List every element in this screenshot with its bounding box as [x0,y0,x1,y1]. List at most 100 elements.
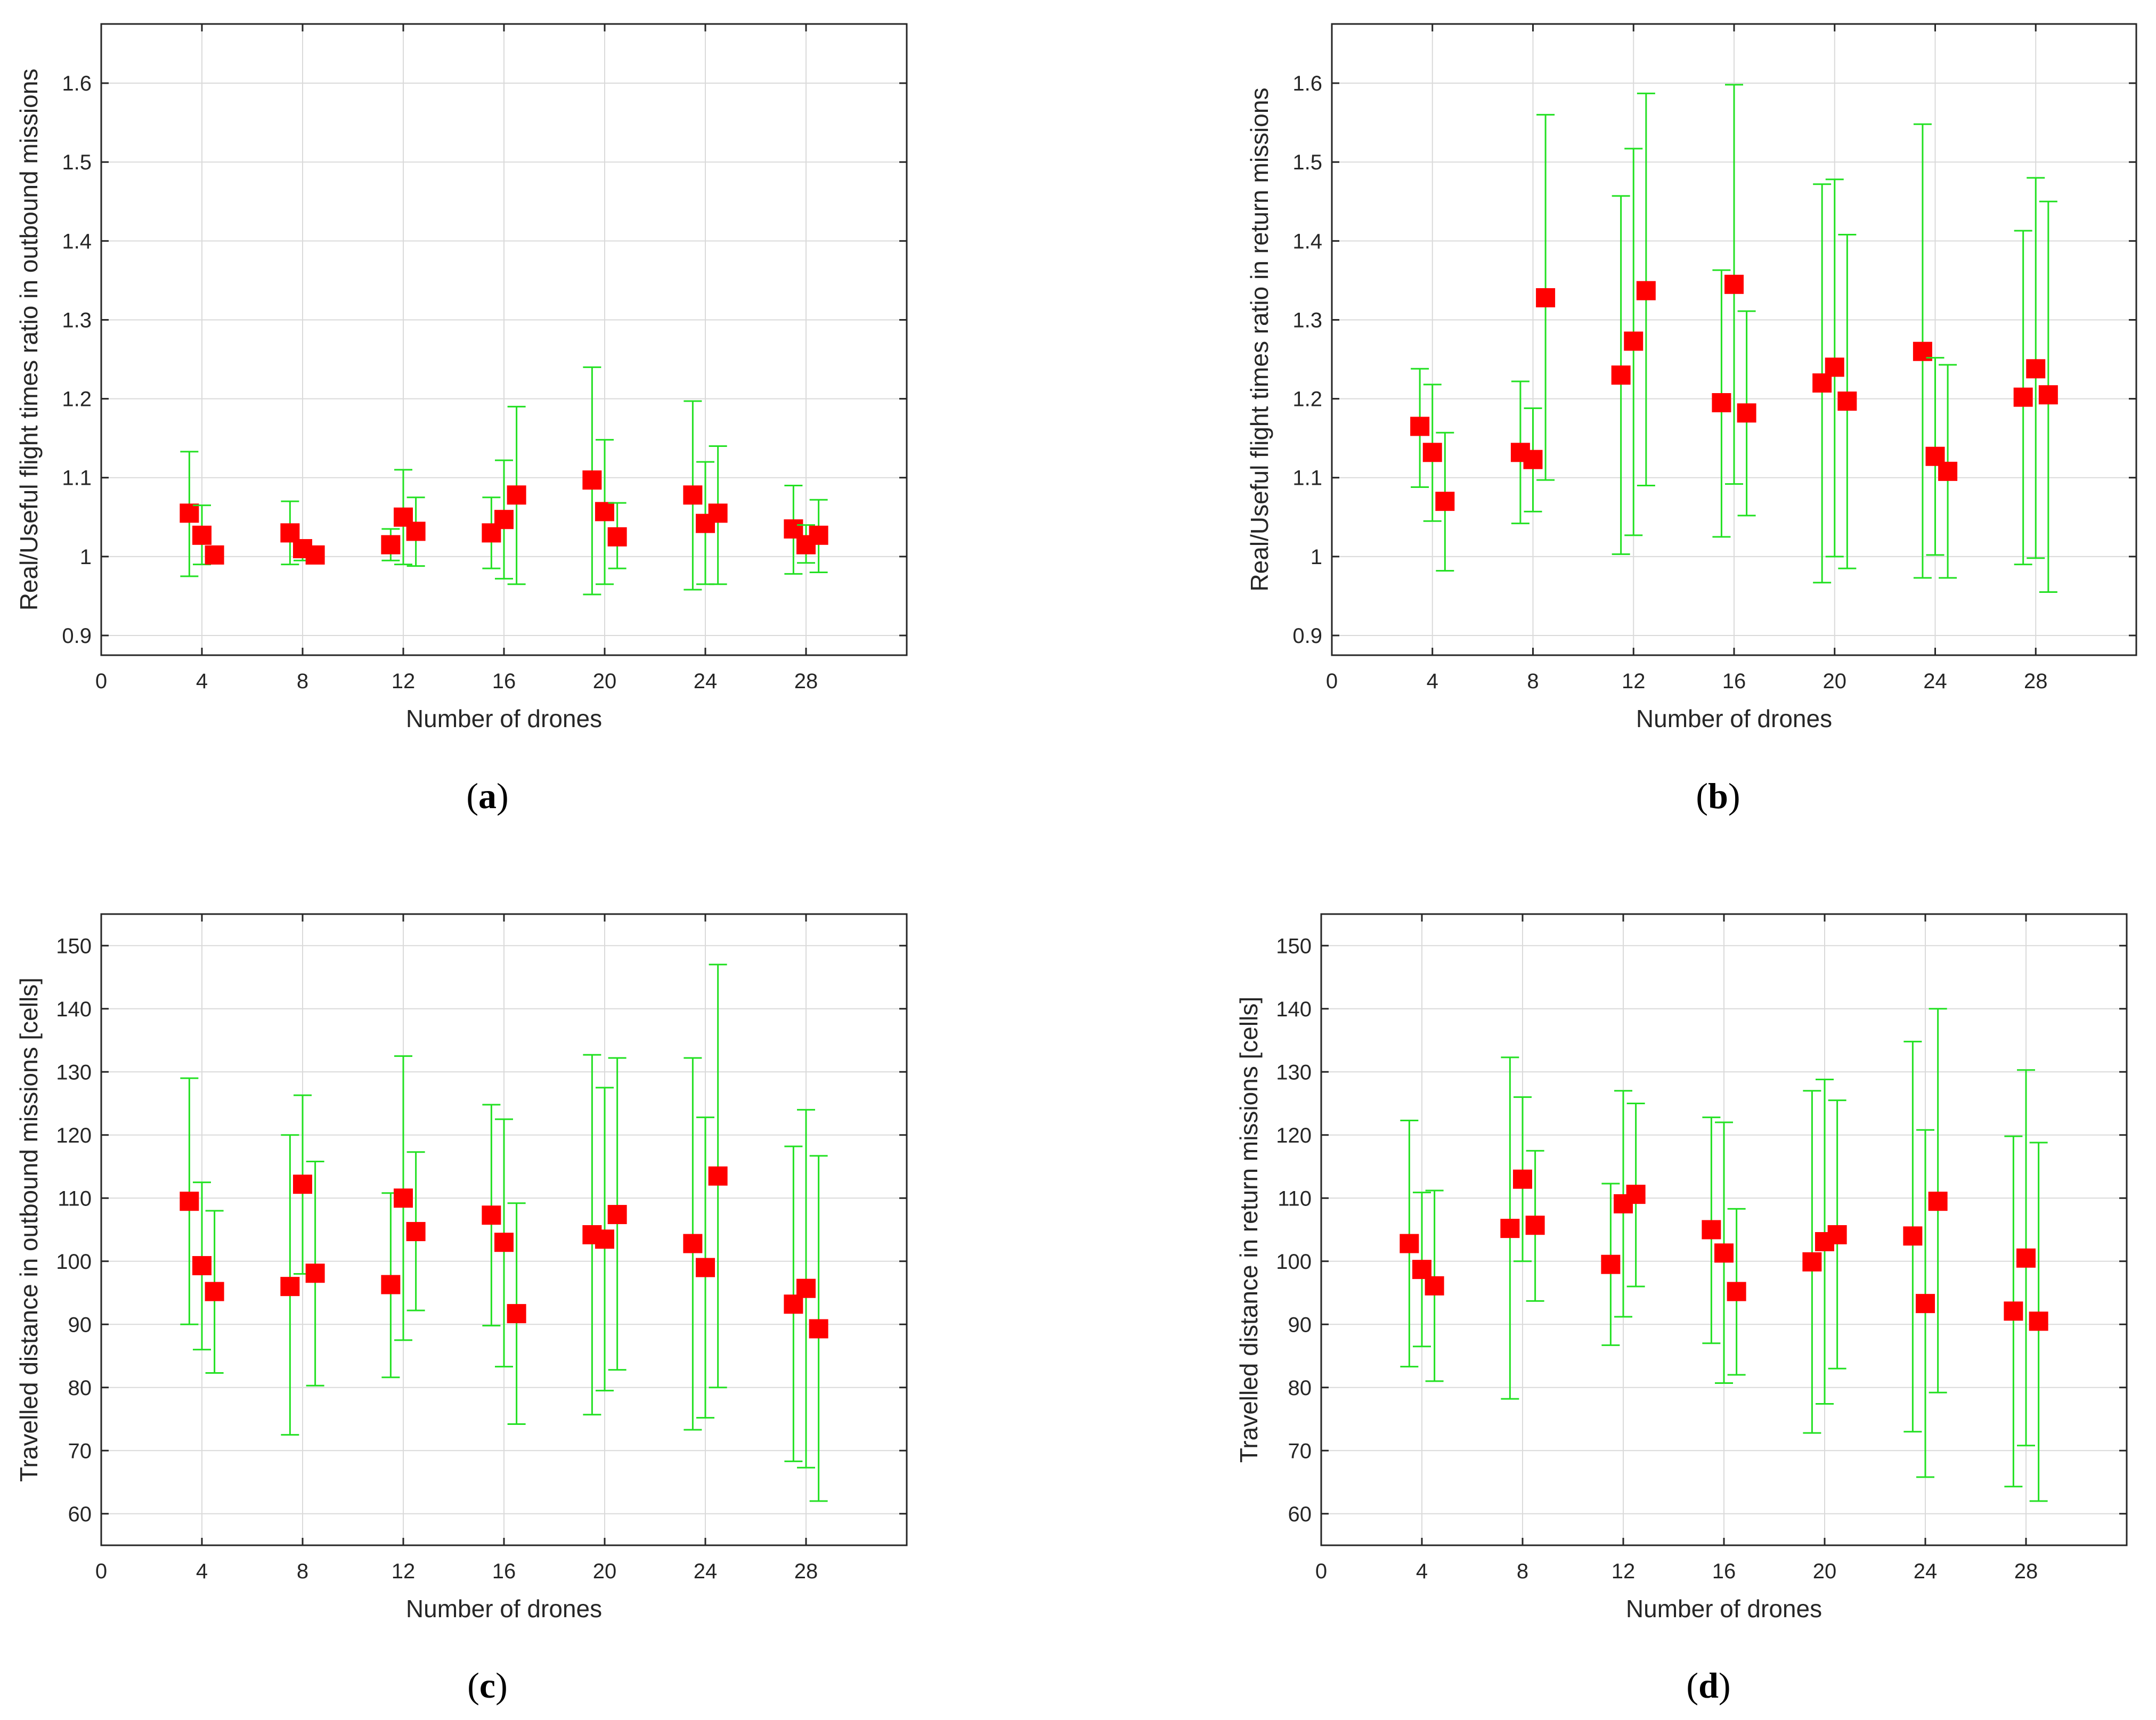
y-tick-label: 110 [58,1187,92,1210]
panel-caption-c: (c) [467,1665,508,1706]
data-point-marker [381,535,401,555]
y-tick-label: 1.2 [1292,388,1322,411]
data-point-marker [482,1205,501,1225]
x-tick-label: 0 [1326,670,1338,693]
data-point-marker [683,485,703,505]
x-tick-label: 28 [2014,1560,2038,1583]
y-tick-label: 1.5 [62,151,92,174]
data-point-marker [1536,288,1556,307]
y-tick-label: 90 [68,1313,92,1336]
data-point-marker [809,525,828,545]
y-tick-label: 120 [1276,1124,1312,1147]
data-point-marker [595,502,614,521]
x-tick-label: 4 [196,1560,208,1583]
x-axis-label: Number of drones [1626,1595,1822,1623]
data-point-marker [1702,1220,1721,1240]
x-tick-label: 8 [1517,1560,1528,1583]
chart-panel-c: 0 4 8 12 16 20 24 28 60 70 80 90 100 110 120 130 140 150 N… [0,874,1065,1720]
data-point-marker [696,1258,715,1277]
x-tick-label: 16 [1722,670,1746,693]
data-point-marker [708,1166,728,1186]
x-tick-label: 4 [1427,670,1438,693]
y-tick-label: 60 [68,1503,92,1526]
x-tick-label: 20 [593,670,617,693]
data-point-marker [1601,1254,1621,1274]
data-point-marker [1938,461,1958,481]
x-tick-label: 20 [593,1560,617,1583]
y-axis-label: Real/Useful flight times ratio in return… [1246,88,1273,592]
data-point-marker [1513,1169,1532,1189]
panel-caption-a: (a) [466,776,509,816]
x-tick-label: 12 [392,670,416,693]
x-tick-label: 16 [492,670,516,693]
data-point-marker [595,1229,614,1249]
y-tick-label: 150 [1276,934,1312,958]
chart-d: 0 4 8 12 16 20 24 28 60 70 80 90 100 110 120 130 140 150 N… [1235,913,2128,1623]
data-point-marker [1626,1185,1646,1204]
x-tick-label: 0 [95,670,107,693]
x-tick-label: 4 [196,670,208,693]
chart-b: 0 4 8 12 16 20 24 28 0.9 1 1.1 1.2 1.3 1.4 1.5 1.6 Numbe… [1246,23,2137,732]
data-point-marker [2029,1311,2048,1331]
data-point-marker [2013,387,2033,407]
data-point-marker [1802,1252,1822,1271]
x-tick-label: 0 [1315,1560,1327,1583]
y-axis-label: Real/Useful flight times ratio in outbou… [15,69,43,611]
data-point-marker [1825,357,1844,377]
data-point-marker [1737,403,1756,423]
data-point-marker [796,1278,816,1298]
x-tick-label: 20 [1823,670,1847,693]
chart-c: 0 4 8 12 16 20 24 28 60 70 80 90 100 110 120 130 140 150 N… [15,913,908,1623]
x-tick-label: 24 [694,1560,718,1583]
data-point-marker [381,1275,401,1294]
y-tick-label: 120 [56,1124,92,1147]
data-point-marker [1412,1260,1431,1279]
y-tick-label: 0.9 [1292,624,1322,648]
y-tick-label: 1.4 [1292,230,1322,253]
data-point-marker [1727,1282,1746,1301]
data-point-marker [607,527,627,547]
data-point-marker [1724,274,1744,294]
x-tick-label: 12 [392,1560,416,1583]
x-tick-label: 28 [794,1560,818,1583]
data-point-marker [406,521,426,541]
x-tick-label: 20 [1813,1560,1837,1583]
y-tick-label: 1.6 [62,72,92,95]
y-axis-label: Travelled distance in outbound missions … [15,977,43,1482]
data-point-marker [683,1234,703,1253]
y-tick-label: 1.6 [1292,72,1322,95]
x-axis-label: Number of drones [1636,705,1832,732]
data-point-marker [1837,392,1857,411]
y-tick-label: 0.9 [62,624,92,648]
y-tick-label: 80 [68,1376,92,1400]
x-tick-label: 24 [1914,1560,1938,1583]
y-tick-label: 110 [1278,1187,1312,1210]
y-tick-label: 1 [80,545,92,569]
y-tick-label: 1 [1311,545,1322,569]
data-point-marker [1624,331,1644,351]
data-point-marker [1500,1219,1520,1238]
data-point-marker [708,503,728,523]
y-tick-label: 1.2 [62,388,92,411]
x-axis-label: Number of drones [406,705,602,732]
data-point-marker [180,1192,199,1211]
chart-panel-a: 0 4 8 12 16 20 24 28 0.9 1 1.1 1.2 1.3 1.4 1.5 1.6 Numbe… [0,0,1065,831]
data-point-marker [192,1256,211,1276]
data-point-marker [1636,281,1656,300]
data-point-marker [280,1277,300,1297]
data-point-marker [2026,359,2046,379]
x-tick-label: 8 [297,670,308,693]
y-tick-label: 100 [1276,1250,1312,1274]
data-point-marker [406,1222,426,1242]
data-point-marker [1827,1225,1847,1244]
x-tick-label: 24 [1923,670,1947,693]
y-tick-label: 1.3 [1292,308,1322,332]
data-point-marker [180,503,199,523]
y-tick-label: 60 [1288,1503,1312,1526]
data-point-marker [1714,1243,1734,1263]
y-tick-label: 1.1 [62,467,92,490]
data-point-marker [1916,1294,1935,1314]
x-axis-label: Number of drones [406,1595,602,1623]
data-point-marker [2038,385,2058,405]
data-point-marker [305,545,325,565]
